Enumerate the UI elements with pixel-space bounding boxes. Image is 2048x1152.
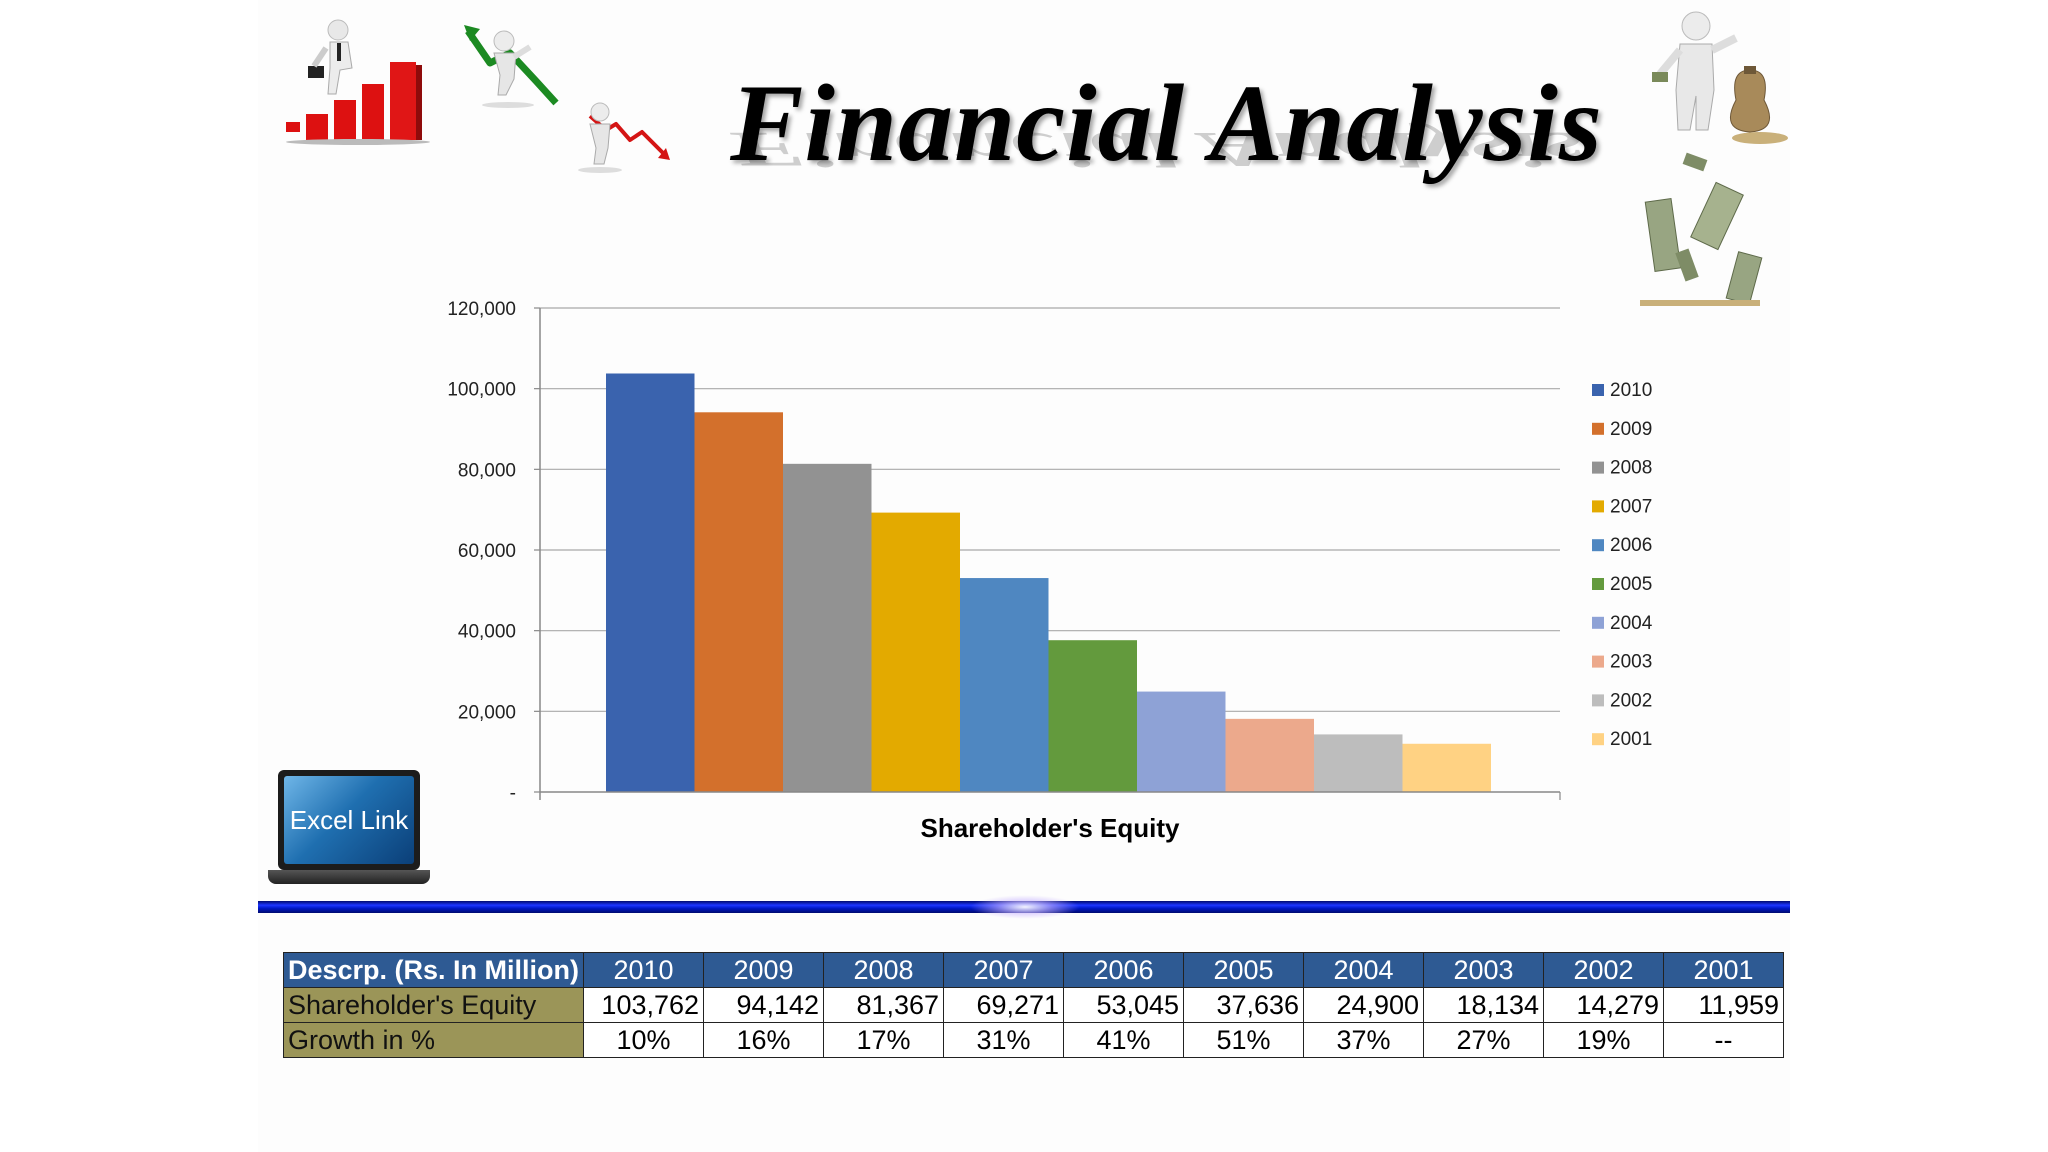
y-tick-label: 20,000 <box>458 702 516 723</box>
legend-swatch-2010 <box>1592 384 1604 396</box>
slide-title: Financial Analysis <box>730 62 1603 184</box>
bar-2004 <box>1137 691 1226 792</box>
table-cell: 31% <box>943 1022 1065 1058</box>
table-header-cell: 2004 <box>1303 952 1425 988</box>
table-cell: 18,134 <box>1423 987 1545 1023</box>
legend-swatch-2001 <box>1592 733 1604 746</box>
table-header-cell: 2005 <box>1183 952 1305 988</box>
excel-link-laptop-button[interactable]: Excel Link <box>268 770 430 888</box>
y-tick-label: 40,000 <box>458 622 516 643</box>
legend-label-2004: 2004 <box>1610 613 1653 634</box>
figure-green-arrow-falling-icon <box>464 25 559 108</box>
legend-label-2002: 2002 <box>1610 690 1652 711</box>
table-header-cell: Descrp. (Rs. In Million) <box>282 952 585 988</box>
legend-label-2009: 2009 <box>1610 419 1652 440</box>
bar-2008 <box>783 463 872 792</box>
table-header-cell: 2002 <box>1543 952 1665 988</box>
table-cell: 10% <box>583 1022 705 1058</box>
table-cell: 24,900 <box>1303 987 1425 1023</box>
table-cell: 51% <box>1183 1022 1305 1058</box>
y-tick-label: 60,000 <box>458 541 516 562</box>
table-cell: 27% <box>1423 1022 1545 1058</box>
legend-label-2001: 2001 <box>1610 729 1652 750</box>
figure-red-downtrend-line-icon <box>578 102 670 173</box>
falling-banknotes-icon <box>1640 152 1763 306</box>
table-header-cell: 2010 <box>583 952 705 988</box>
table-header-row: Descrp. (Rs. In Million) 2010 2009 2008 … <box>282 952 1785 988</box>
y-tick-label: - <box>510 783 516 804</box>
table-header-cell: 2003 <box>1423 952 1545 988</box>
table-row: Shareholder's Equity 103,762 94,142 81,3… <box>282 987 1785 1023</box>
table-header-cell: 2007 <box>943 952 1065 988</box>
shareholder-equity-bar-chart: -20,00040,00060,00080,000100,000120,000 … <box>447 299 1653 843</box>
legend-swatch-2003 <box>1592 655 1604 668</box>
table-cell: 37% <box>1303 1022 1425 1058</box>
table-cell: 103,762 <box>583 987 705 1023</box>
bar-2003 <box>1225 718 1314 792</box>
table-cell: 81,367 <box>823 987 945 1023</box>
table-header-cell: 2001 <box>1663 952 1785 988</box>
divider-glow <box>970 895 1080 919</box>
laptop-base <box>268 870 430 884</box>
legend-swatch-2002 <box>1592 694 1604 707</box>
businessman-climbing-bar-chart-icon <box>286 19 430 145</box>
legend-swatch-2008 <box>1592 461 1604 474</box>
y-tick-label: 100,000 <box>447 380 516 401</box>
bar-2001 <box>1402 743 1491 792</box>
table-header-cell: 2006 <box>1063 952 1185 988</box>
legend-label-2010: 2010 <box>1610 380 1652 401</box>
legend-swatch-2004 <box>1592 616 1604 629</box>
right-margin <box>1790 0 2048 1152</box>
bar-2006 <box>960 578 1049 792</box>
table-cell: 94,142 <box>703 987 825 1023</box>
table-cell: 41% <box>1063 1022 1185 1058</box>
bar-2010 <box>606 373 695 792</box>
title-block: Financial Analysis Financial Analysis <box>730 60 1602 230</box>
bar-2009 <box>694 412 783 792</box>
table-cell: 16% <box>703 1022 825 1058</box>
laptop-screen-glass: Excel Link <box>284 776 414 864</box>
table-row: Growth in % 10% 16% 17% 31% 41% 51% 37% … <box>282 1022 1785 1058</box>
bar-2007 <box>871 512 960 792</box>
legend-label-2007: 2007 <box>1610 496 1652 517</box>
table-cell: 37,636 <box>1183 987 1305 1023</box>
legend-swatch-2007 <box>1592 500 1604 513</box>
bar-2002 <box>1314 734 1403 792</box>
chart-bars <box>606 373 1491 792</box>
y-axis-tick-labels: - 20,000 40,000 60,000 80,000 100,000 120,000 <box>447 299 516 804</box>
table-cell: 11,959 <box>1663 987 1785 1023</box>
table-cell: 69,271 <box>943 987 1065 1023</box>
table-cell: 53,045 <box>1063 987 1185 1023</box>
table-header-cell: 2009 <box>703 952 825 988</box>
figure-money-bag-icon <box>1652 11 1788 144</box>
bar-2005 <box>1048 640 1137 792</box>
legend-swatch-2006 <box>1592 539 1604 552</box>
laptop-icon: Excel Link <box>278 770 420 870</box>
table-row-label: Growth in % <box>282 1022 585 1058</box>
table-cell: 14,279 <box>1543 987 1665 1023</box>
table-header-cell: 2008 <box>823 952 945 988</box>
y-tick-label: 120,000 <box>447 299 516 320</box>
excel-link-label: Excel Link <box>289 804 409 835</box>
legend-swatch-2009 <box>1592 422 1604 435</box>
legend-swatch-2005 <box>1592 578 1604 590</box>
shareholder-equity-table: Descrp. (Rs. In Million) 2010 2009 2008 … <box>282 952 1785 1058</box>
table-row-label: Shareholder's Equity <box>282 987 585 1023</box>
chart-legend: 2010 2009 2008 2007 2006 2005 2004 2003 2002 2001 <box>1592 380 1653 750</box>
y-tick-label: 80,000 <box>458 460 516 481</box>
legend-label-2006: 2006 <box>1610 535 1652 556</box>
left-margin <box>0 0 258 1152</box>
legend-label-2008: 2008 <box>1610 458 1652 479</box>
legend-label-2005: 2005 <box>1610 574 1652 595</box>
table-cell: 17% <box>823 1022 945 1058</box>
legend-label-2003: 2003 <box>1610 652 1652 673</box>
x-axis-label: Shareholder's Equity <box>920 813 1180 843</box>
table-cell: 19% <box>1543 1022 1665 1058</box>
table-cell: -- <box>1663 1022 1785 1058</box>
